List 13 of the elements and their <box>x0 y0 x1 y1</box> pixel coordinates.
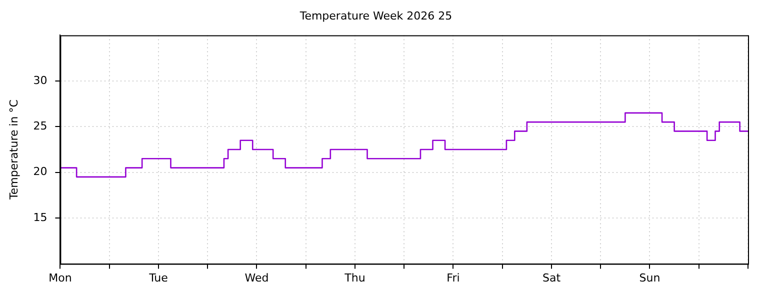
x-tick-label: Mon <box>48 271 72 284</box>
x-tick-label: Tue <box>148 271 168 284</box>
y-tick-label: 30 <box>33 74 48 87</box>
y-tick-label: 25 <box>33 120 48 132</box>
y-tick-label: 15 <box>33 210 48 224</box>
x-tick-label: Thu <box>344 271 366 284</box>
y-axis-title: Temperature in °C <box>7 99 20 200</box>
x-tick-label: Sun <box>639 271 660 284</box>
x-tick-label: Fri <box>446 271 460 284</box>
y-tick-label: 20 <box>33 165 48 178</box>
x-tick-label: Sat <box>542 271 562 284</box>
chart-title: Temperature Week 2026 25 <box>298 9 452 22</box>
x-tick-label: Wed <box>244 271 269 284</box>
